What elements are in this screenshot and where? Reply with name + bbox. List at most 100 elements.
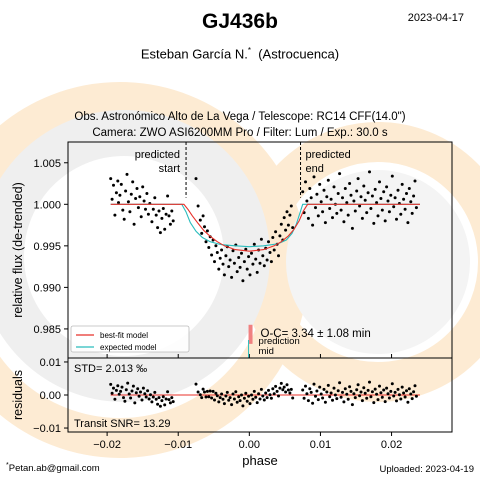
flux-point [230,275,234,279]
residual-point [220,392,224,396]
flux-point [129,192,133,196]
residual-point [311,401,315,405]
residual-point [116,384,120,388]
residual-point [400,385,404,389]
residual-point [412,390,416,394]
legend-label: best-fit model [100,331,148,340]
flux-point [278,234,282,238]
main-ytick-label: 0.990 [33,282,61,294]
flux-point [331,216,334,220]
flux-point [139,215,143,219]
flux-point [360,216,364,220]
flux-point [171,219,175,223]
flux-point [121,208,125,212]
residual-point [228,396,232,400]
main-ytick-label: 0.985 [33,324,61,336]
flux-point [153,196,157,200]
flux-point [379,197,383,200]
residual-point [227,398,231,402]
flux-point [244,247,248,251]
flux-point [241,279,245,283]
residual-point [110,391,114,395]
residual-point [326,383,330,387]
residual-point [318,385,322,389]
flux-point [335,211,339,215]
residual-point [382,388,386,392]
flux-point [312,175,316,179]
residual-point [225,390,229,394]
flux-point [311,223,315,227]
flux-point [213,260,216,264]
flux-point [321,210,325,214]
predicted-start-label: predicted [135,149,180,161]
residual-point [222,402,226,406]
residual-point [396,387,400,391]
residual-point [218,396,222,400]
residual-point [314,394,317,398]
residual-point [211,389,215,393]
flux-point [157,209,161,213]
residual-point [267,388,270,392]
flux-point [382,190,386,194]
residual-point [171,400,175,404]
residual-point [158,404,162,408]
residual-point [129,396,133,400]
residual-point [230,403,234,407]
residual-point [244,391,248,395]
residual-point [168,401,172,405]
flux-point [124,189,128,193]
flux-point [289,204,293,208]
residual-point [355,388,359,392]
residual-point [234,390,238,394]
flux-point [210,253,214,257]
residual-point [247,394,251,398]
flux-point [402,197,406,201]
residual-point [156,402,160,406]
flux-point [122,217,126,221]
flux-point [164,212,168,216]
residual-point [406,400,410,404]
resid-ytick-label: 0.01 [40,357,61,369]
residual-point [389,389,393,393]
legend-label: expected model [100,343,157,352]
residual-point [380,395,384,399]
flux-point [304,180,307,184]
resid-ytick-label: −0.01 [33,423,61,435]
flux-point [383,219,387,223]
flux-point [359,195,363,199]
flux-point [251,262,255,266]
flux-point [136,206,140,210]
flux-point [403,207,407,211]
residual-point [343,387,347,391]
flux-point [200,231,204,235]
flux-point [284,228,288,232]
residual-point [346,397,350,401]
flux-point [277,254,280,258]
flux-point [131,180,135,184]
flux-point [353,209,357,213]
flux-point [138,195,142,199]
residual-point [237,395,241,399]
flux-point [370,194,374,198]
residual-point [373,387,377,391]
residual-point [231,392,235,396]
residual-point [166,390,170,394]
flux-point [135,187,139,190]
residual-point [161,395,165,399]
flux-point [231,249,235,253]
residual-point [274,384,278,388]
residual-point [210,396,214,400]
residual-point [120,385,124,389]
flux-point [114,191,118,195]
flux-point [247,255,251,259]
flux-point [204,240,208,244]
flux-point [265,258,269,262]
residual-point [261,394,265,398]
flux-point [308,187,312,190]
flux-point [258,261,262,265]
flux-point [410,211,414,215]
flux-point [309,196,313,200]
std-text: STD= 2.013 ‰ [74,363,147,375]
residual-point [407,387,411,391]
residual-point [252,389,256,393]
